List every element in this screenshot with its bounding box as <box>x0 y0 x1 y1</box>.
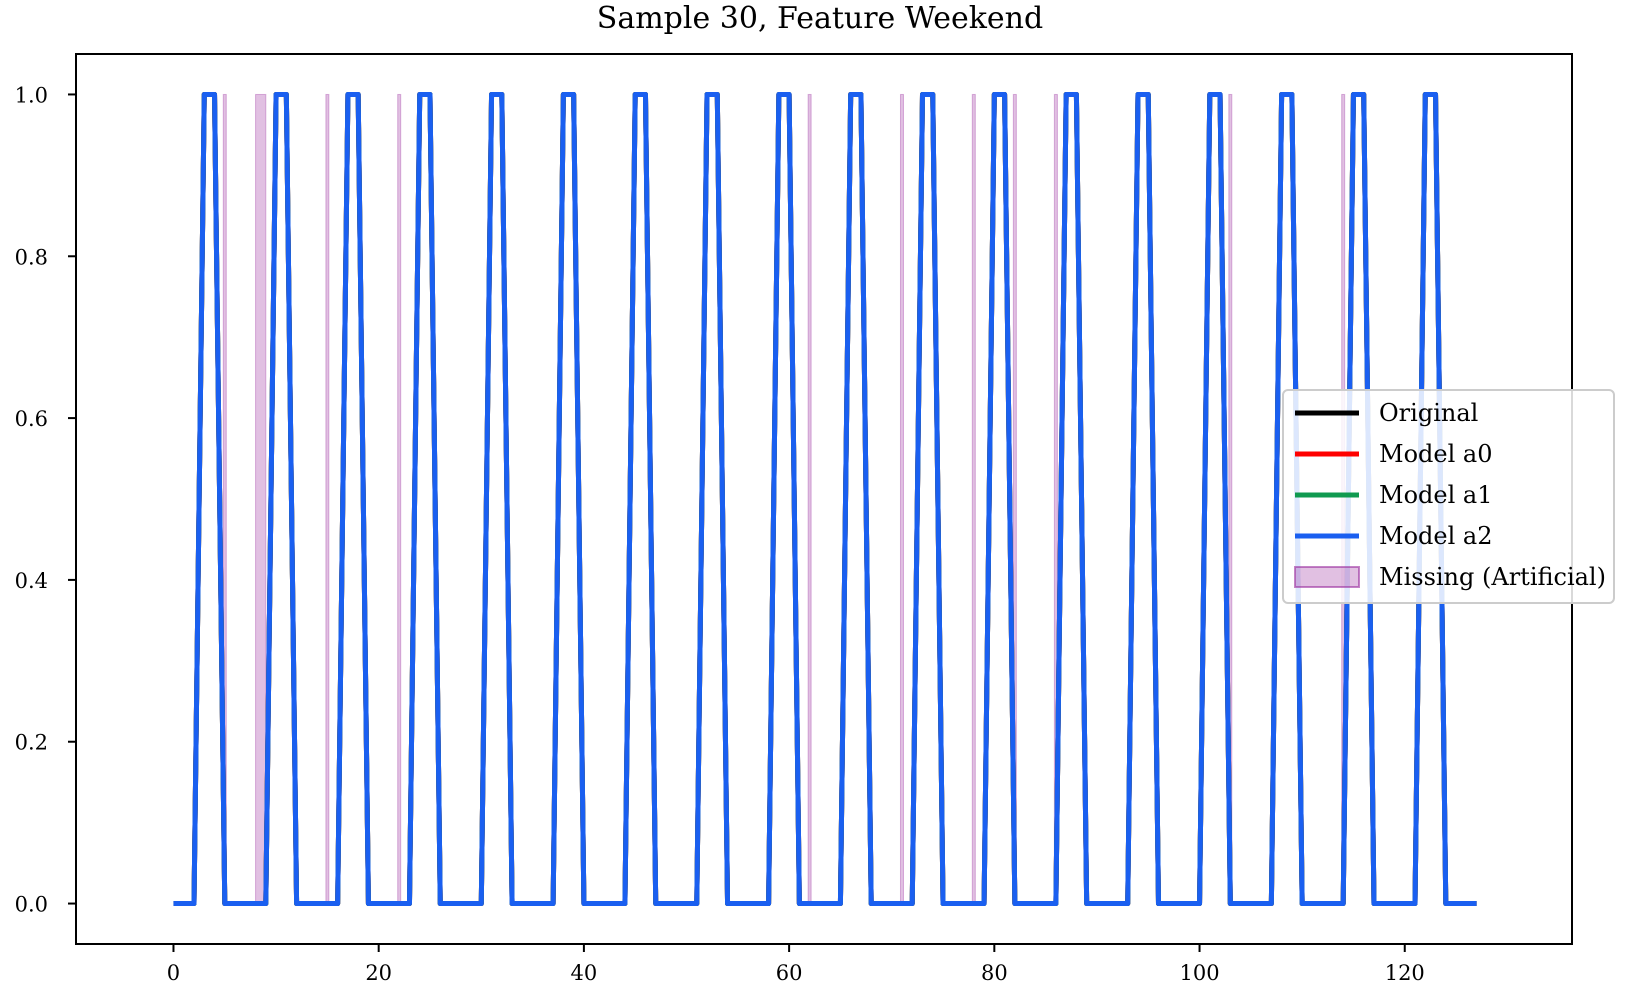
y-tick-label: 1.0 <box>15 83 48 107</box>
legend: Original Model a0 Model a1 Model a2 Missing … <box>1282 389 1615 604</box>
legend-label: Missing (Artificial) <box>1379 563 1606 591</box>
legend-box <box>1282 389 1615 604</box>
y-tick-label: 0.8 <box>15 245 48 269</box>
missing-region <box>807 93 812 905</box>
x-tick-label: 0 <box>167 961 180 985</box>
legend-label: Model a0 <box>1379 440 1492 468</box>
legend-label: Model a1 <box>1379 481 1492 509</box>
y-tick-label: 0.6 <box>15 407 48 431</box>
missing-region <box>255 93 267 905</box>
x-tick-label: 40 <box>571 961 598 985</box>
x-tick-label: 20 <box>365 961 392 985</box>
x-tick-label: 80 <box>981 961 1008 985</box>
y-tick-label: 0.4 <box>15 569 48 593</box>
legend-label: Original <box>1379 399 1478 427</box>
missing-region <box>971 93 976 905</box>
y-tick-label: 0.0 <box>15 893 48 917</box>
x-axis: 0 20 40 60 80 100 120 <box>167 944 1425 985</box>
x-tick-label: 120 <box>1385 961 1425 985</box>
y-tick-label: 0.2 <box>15 731 48 755</box>
missing-region <box>899 93 904 905</box>
x-tick-label: 60 <box>776 961 803 985</box>
missing-region <box>325 93 330 905</box>
y-axis: 0.0 0.2 0.4 0.6 0.8 1.0 <box>15 83 76 917</box>
series-lines <box>173 91 1477 907</box>
series-line-model-a2 <box>173 91 1477 907</box>
chart-title: Sample 30, Feature Weekend <box>597 1 1043 36</box>
x-tick-label: 100 <box>1179 961 1219 985</box>
legend-label: Model a2 <box>1379 522 1492 550</box>
legend-swatch <box>1294 566 1360 588</box>
missing-region <box>397 93 402 905</box>
